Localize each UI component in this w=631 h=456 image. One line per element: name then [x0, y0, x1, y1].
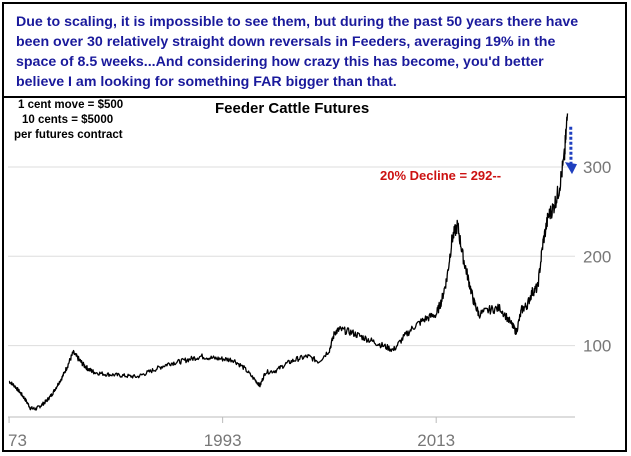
commentary-line-2: been over 30 relatively straight down re… — [16, 34, 556, 50]
x-axis-tick-labels: 73 1993 2013 — [8, 417, 455, 450]
arrow-head — [565, 162, 577, 175]
commentary-line-3: space of 8.5 weeks...And considering how… — [16, 54, 544, 70]
grid-lines — [8, 166, 575, 347]
chart-frame: Due to scaling, it is impossible to see … — [2, 2, 627, 452]
decline-annotation: 20% Decline = 292-- — [380, 168, 502, 183]
contract-note-line-1: 1 cent move = $500 — [18, 99, 124, 111]
commentary-line-4: believe I am looking for something FAR b… — [16, 74, 397, 90]
price-series-line — [8, 113, 569, 411]
y-tick-label-200: 200 — [583, 247, 611, 266]
commentary-line-1: Due to scaling, it is impossible to see … — [16, 14, 579, 30]
contract-note-line-3: per futures contract — [14, 129, 123, 141]
x-tick-label-1993: 1993 — [204, 431, 242, 450]
contract-note-line-2: 10 cents = $5000 — [22, 114, 114, 126]
x-tick-label-73: 73 — [8, 431, 27, 450]
decline-arrow — [565, 126, 577, 175]
y-axis-tick-labels: 100 200 300 — [583, 158, 611, 356]
y-tick-label-300: 300 — [583, 158, 611, 177]
x-tick-label-2013: 2013 — [417, 431, 455, 450]
commentary-box: Due to scaling, it is impossible to see … — [4, 4, 625, 98]
chart-title: Feeder Cattle Futures — [215, 100, 370, 117]
y-tick-label-100: 100 — [583, 337, 611, 356]
contract-value-note: 1 cent move = $500 10 cents = $5000 per … — [14, 98, 164, 143]
